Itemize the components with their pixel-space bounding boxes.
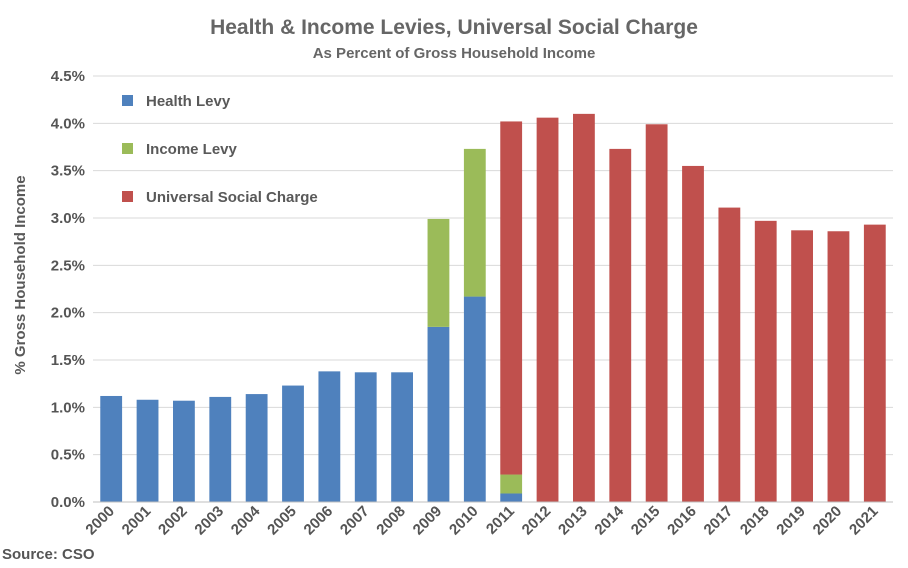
bar-segment (609, 148, 632, 503)
bar-segment (682, 165, 704, 502)
bar-segment (391, 372, 413, 502)
x-tick-labels: 2000 2001 2002 2003 2004 2005 2006 2007 2008 2009… (82, 502, 881, 538)
bar-segment (754, 220, 777, 502)
chart-title: Health & Income Levies, Universal Social… (210, 16, 698, 39)
y-axis-label: % Gross Household Income (12, 175, 29, 374)
legend-swatch (122, 143, 133, 154)
bar-segment (536, 117, 559, 503)
legend-label: Universal Social Charge (146, 189, 318, 206)
x-tick-label: 2019 (773, 503, 809, 539)
x-tick-label: 2011 (483, 503, 518, 538)
y-tick-label: 1.5% (51, 352, 85, 369)
bar-segment (863, 224, 886, 503)
x-tick-label: 2016 (664, 503, 700, 539)
bar-segment (282, 385, 304, 502)
bar-segment (500, 474, 523, 494)
bar-segment (245, 394, 268, 502)
x-tick-label: 2008 (373, 503, 409, 539)
legend-swatch (122, 95, 133, 106)
legend-label: Health Levy (146, 93, 231, 110)
legend: Health Levy Income Levy Universal Social C… (122, 93, 318, 206)
legend-label: Income Levy (146, 141, 238, 158)
bar-segment (173, 400, 195, 502)
x-tick-label: 2004 (228, 502, 264, 538)
x-tick-label: 2014 (591, 502, 627, 538)
y-tick-label: 3.5% (51, 163, 85, 180)
x-tick-label: 2018 (737, 503, 773, 539)
x-tick-label: 2009 (410, 503, 446, 539)
y-tick-label: 2.0% (51, 305, 85, 322)
bar-segment (427, 218, 450, 327)
bar-segment (427, 326, 450, 502)
y-tick-label: 0.0% (51, 494, 85, 511)
bar-segment (136, 399, 159, 502)
bar-segment (463, 296, 486, 502)
y-tick-label: 2.5% (51, 257, 85, 274)
bar-segment (791, 230, 813, 502)
x-tick-label: 2006 (301, 503, 337, 539)
bar-segment (100, 395, 123, 502)
bar-segment (718, 207, 741, 502)
x-tick-label: 2021 (846, 503, 882, 539)
x-tick-label: 2020 (810, 503, 846, 539)
bar-segment (463, 148, 486, 297)
x-tick-label: 2017 (701, 503, 737, 539)
bar-segment (209, 396, 232, 502)
source-note: Source: CSO (2, 546, 95, 563)
bars (100, 113, 886, 503)
x-tick-label: 2001 (119, 503, 155, 539)
chart-subtitle: As Percent of Gross Household Income (313, 45, 596, 62)
bar-segment (827, 231, 850, 502)
x-tick-label: 2010 (446, 503, 482, 539)
x-tick-label: 2005 (264, 503, 300, 539)
bar-segment (500, 121, 523, 475)
y-tick-labels: 0.0% 0.5% 1.0% 1.5% 2.0% 2.5% 3.0% 3.5% 4.0% 4.5% (51, 68, 85, 511)
x-tick-label: 2002 (155, 503, 191, 539)
y-tick-label: 4.0% (51, 115, 85, 132)
y-tick-label: 4.5% (51, 68, 85, 85)
bar-segment (318, 371, 341, 502)
x-tick-label: 2015 (628, 503, 664, 539)
x-tick-label: 2000 (82, 503, 118, 539)
bar-segment (645, 124, 668, 502)
legend-swatch (122, 191, 133, 202)
x-tick-label: 2003 (191, 503, 227, 539)
bar-segment (354, 372, 377, 502)
y-tick-label: 1.0% (51, 399, 85, 416)
x-tick-label: 2013 (555, 503, 591, 539)
bar-segment (500, 493, 523, 502)
x-tick-label: 2012 (519, 503, 555, 539)
y-tick-label: 0.5% (51, 447, 85, 464)
x-tick-label: 2007 (337, 503, 373, 539)
y-tick-label: 3.0% (51, 210, 85, 227)
bar-segment (573, 113, 595, 502)
